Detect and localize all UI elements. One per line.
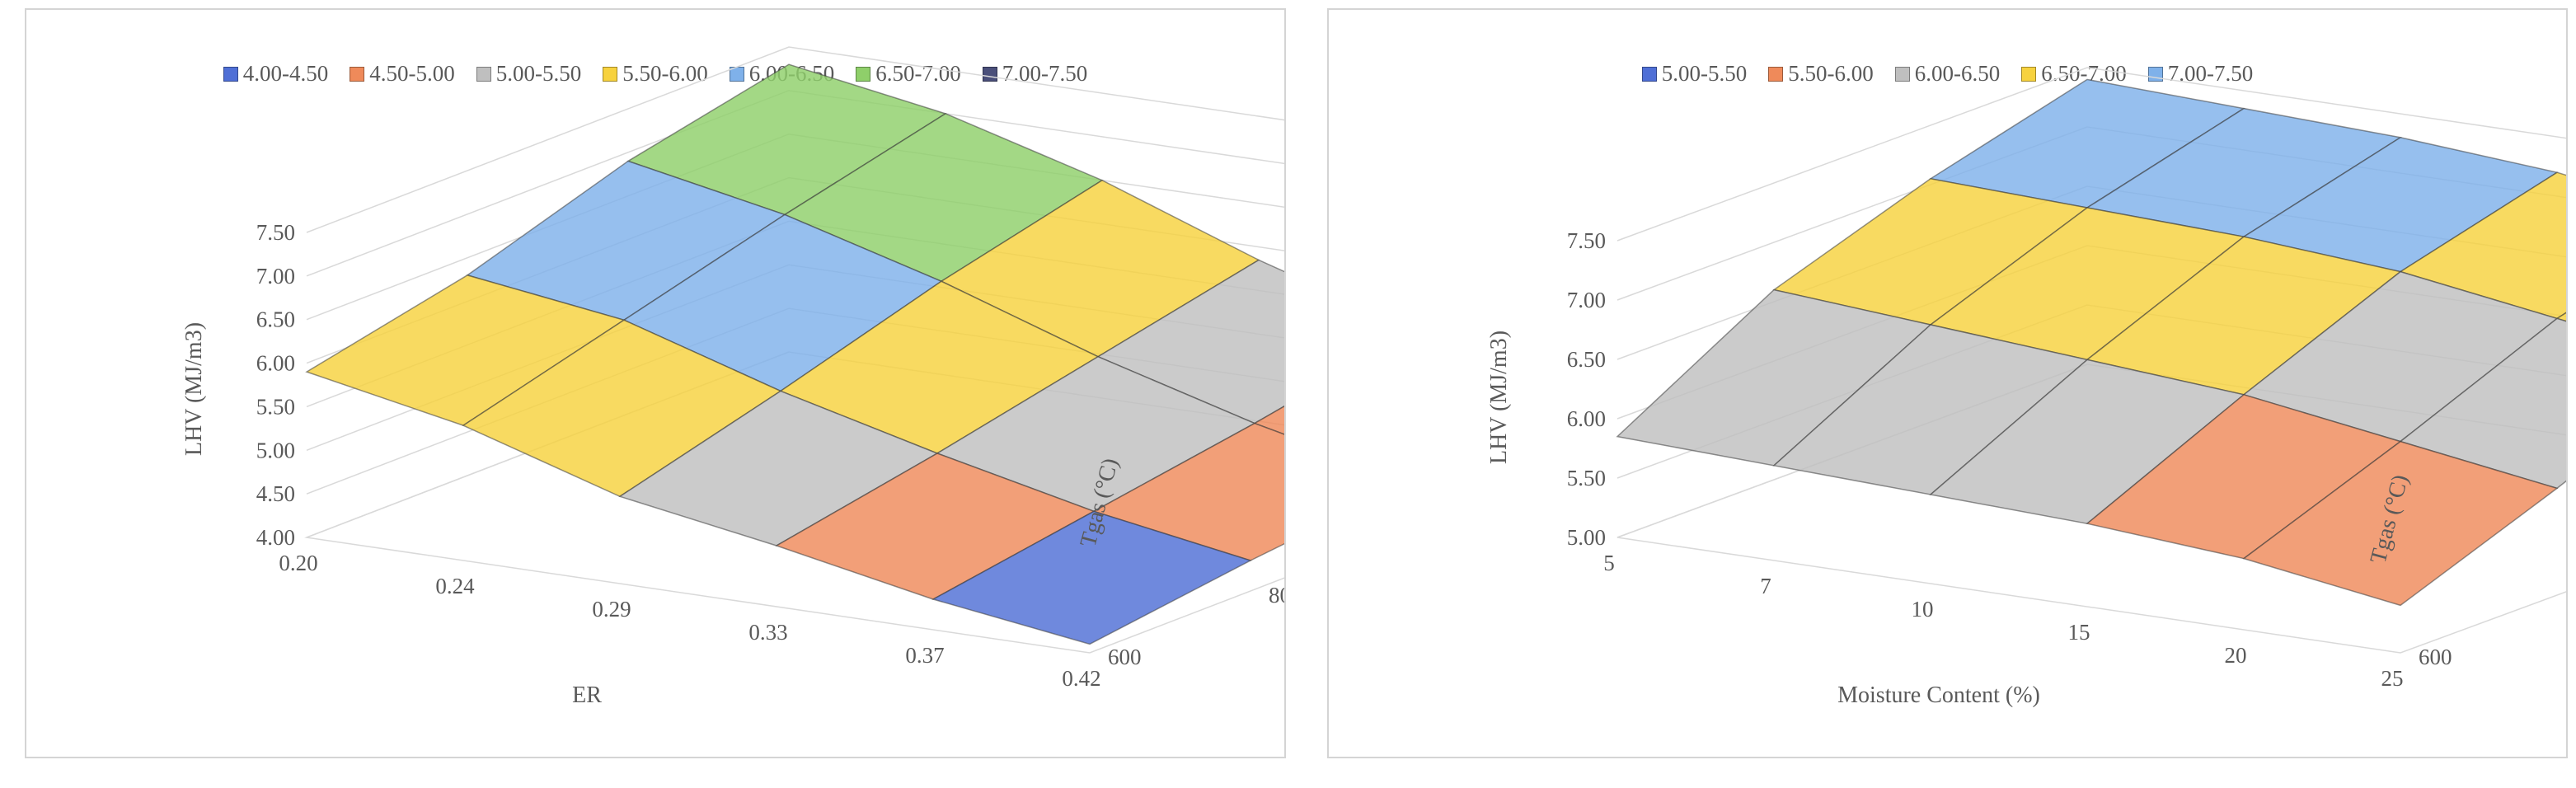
y-tick-label: 5.50 (256, 394, 295, 419)
chart-lhv-vs-er: 4.00-4.50 4.50-5.00 5.00-5.50 5.50-6.00 … (25, 8, 1286, 758)
legend: 5.00-5.50 5.50-6.00 6.00-6.50 6.50-7.00 … (1329, 61, 2566, 87)
legend-item: 7.00-7.50 (982, 61, 1087, 87)
x-tick-label: 0.37 (905, 643, 944, 668)
y-tick-label: 6.00 (256, 351, 295, 376)
surface-patch (931, 510, 1252, 645)
legend-item: 5.00-5.50 (1641, 61, 1747, 87)
x-tick-label: 0.42 (1062, 666, 1100, 691)
y-tick-label: 6.50 (256, 307, 295, 332)
legend-swatch (1768, 66, 1784, 82)
surface-patch (1253, 406, 1284, 435)
x-tick-label: 0.29 (592, 597, 631, 621)
y-tick-label: 7.00 (256, 264, 295, 288)
x-tick-label: 0.24 (435, 574, 475, 598)
y-tick-label: 5.00 (256, 438, 295, 462)
x-tick-label: 10 (1912, 597, 1934, 621)
x-axis-title: Moisture Content (%) (1837, 682, 2040, 708)
x-axis-title: ER (572, 682, 602, 708)
legend-item: 6.50-7.00 (856, 61, 961, 87)
legend-item: 5.50-6.00 (603, 61, 708, 87)
legend-item: 5.50-6.00 (1768, 61, 1874, 87)
legend-swatch (2021, 66, 2037, 82)
gridline (1616, 67, 2566, 242)
y-axis-title: LHV (MJ/m3) (181, 322, 207, 456)
z-tick-label: 600 (1108, 645, 1142, 669)
y-tick-label: 4.00 (256, 525, 295, 550)
x-tick-label: 0.33 (748, 620, 787, 645)
x-tick-label: 25 (2381, 666, 2404, 691)
y-tick-label: 5.50 (1567, 466, 1606, 490)
z-tick-label: 600 (2419, 645, 2452, 669)
legend-item: 6.00-6.50 (1894, 61, 2000, 87)
legend-item: 4.00-4.50 (223, 61, 328, 87)
legend-swatch (1641, 66, 1657, 82)
legend-item: 4.50-5.00 (350, 61, 455, 87)
x-tick-label: 15 (2068, 620, 2090, 645)
gridline (306, 46, 1284, 233)
legend-swatch (603, 66, 618, 82)
y-tick-label: 7.00 (1567, 288, 1606, 312)
legend-swatch (856, 66, 871, 82)
y-tick-label: 4.50 (256, 481, 295, 506)
surface-plot: 5.005.506.006.507.007.505710152025600800… (1486, 67, 2566, 708)
z-tick-label: 800 (1269, 583, 1284, 607)
chart-lhv-vs-moisture: 5.00-5.50 5.50-6.00 6.00-6.50 6.50-7.00 … (1327, 8, 2568, 758)
surface-plot: 4.00 4.50 5.00 5.50 6.00 6.50 7.00 7.50 0.20 0.24… (181, 46, 1284, 708)
y-tick-label: 7.50 (256, 220, 295, 245)
x-tick-label: 7 (1760, 574, 1771, 598)
legend-swatch (223, 66, 238, 82)
y-axis-title: LHV (MJ/m3) (1486, 331, 1512, 464)
surface-patch (2242, 440, 2559, 607)
x-tick-label: 0.20 (279, 551, 317, 575)
y-tick-label: 5.00 (1567, 525, 1606, 550)
x-tick-label: 5 (1603, 551, 1615, 575)
legend-item: 5.00-5.50 (476, 61, 581, 87)
y-tick-label: 7.50 (1567, 228, 1606, 253)
legend-swatch (350, 66, 365, 82)
y-tick-label: 6.00 (1567, 406, 1606, 431)
legend-swatch (476, 66, 491, 82)
x-tick-label: 20 (2225, 643, 2247, 668)
legend-swatch (1894, 66, 1910, 82)
y-tick-label: 6.50 (1567, 347, 1606, 372)
